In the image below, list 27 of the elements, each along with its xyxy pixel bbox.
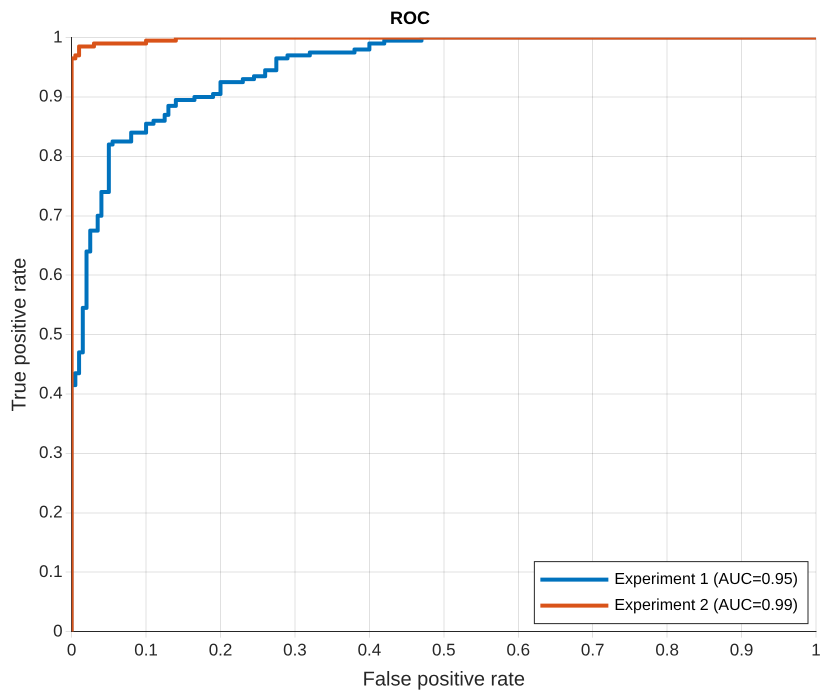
x-tick-label: 0.5 [432,640,456,660]
y-tick-label: 0.2 [38,502,63,522]
x-tick-label: 0.4 [358,640,382,660]
x-tick-label: 0.9 [730,640,754,660]
y-axis-title: True positive rate [8,258,31,412]
y-tick-label: 0.4 [38,384,63,403]
x-tick-label: 0.8 [655,640,679,660]
y-tick-label: 0.7 [38,205,63,224]
x-tick-label: 1 [811,640,821,660]
legend-label: Experiment 2 (AUC=0.99) [614,597,798,614]
y-tick-label: 0.8 [38,146,63,166]
chart-title: ROC [390,8,430,28]
x-tick-label: 0 [66,640,76,660]
y-tick-label: 0.9 [38,86,63,106]
y-tick-label: 0.3 [38,443,63,462]
legend-label: Experiment 1 (AUC=0.95) [614,571,798,588]
x-tick-label: 0.2 [208,640,232,660]
y-tick-label: 1 [53,27,63,46]
y-tick-label: 0.1 [38,562,63,581]
y-tick-label: 0.6 [38,264,63,284]
x-axis-title: False positive rate [362,668,525,691]
y-tick-label: 0.5 [38,324,63,344]
x-tick-label: 0.6 [506,640,530,660]
x-tick-label: 0.1 [134,640,158,660]
x-tick-label: 0.7 [580,640,605,660]
x-tick-label: 0.3 [283,640,307,660]
y-tick-label: 0 [53,621,63,640]
